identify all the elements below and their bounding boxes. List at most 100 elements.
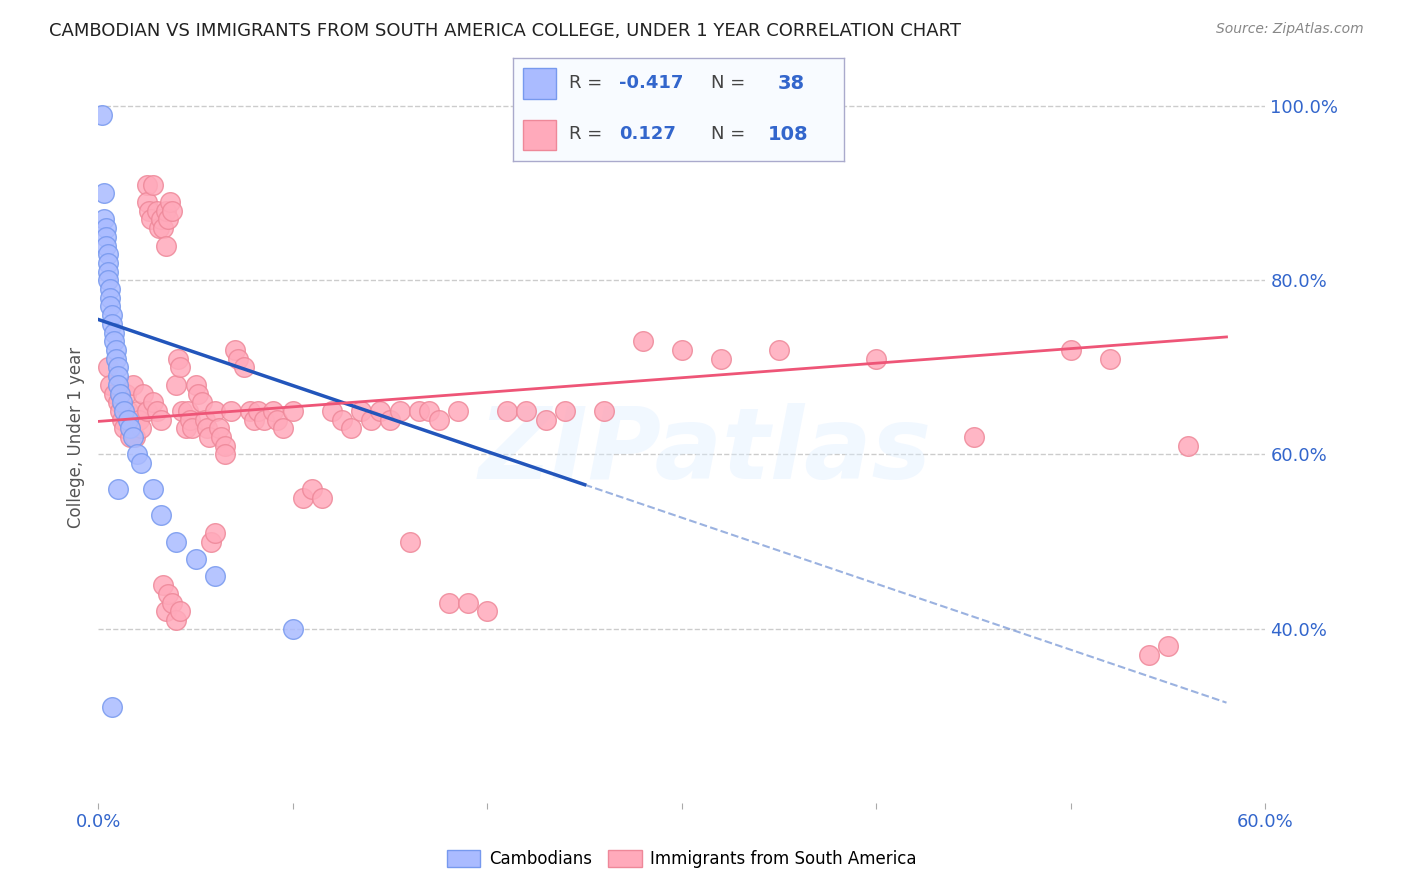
Point — [174, 421, 197, 435]
Point — [127, 448, 149, 462]
Point — [118, 430, 141, 444]
Point — [243, 412, 266, 426]
Point — [198, 430, 221, 444]
Point — [111, 412, 134, 426]
Point — [148, 221, 170, 235]
Point — [96, 229, 118, 244]
Text: ZIPatlas: ZIPatlas — [478, 403, 932, 500]
Point — [208, 421, 231, 435]
Point — [108, 386, 131, 401]
Text: 108: 108 — [768, 125, 808, 144]
Point — [96, 221, 118, 235]
Point — [138, 203, 160, 218]
Point — [865, 351, 887, 366]
Point — [214, 448, 236, 462]
Point — [1137, 648, 1160, 662]
Point — [101, 317, 124, 331]
Point — [253, 412, 276, 426]
Point — [103, 334, 125, 349]
Point — [97, 360, 120, 375]
Point — [97, 247, 120, 261]
Point — [262, 404, 284, 418]
Bar — [523, 69, 557, 99]
Point — [96, 238, 118, 252]
Point — [496, 404, 519, 418]
Point — [152, 578, 174, 592]
Text: -0.417: -0.417 — [619, 74, 683, 92]
Point — [271, 421, 294, 435]
Point — [114, 386, 136, 401]
Point — [447, 404, 470, 418]
Point — [408, 404, 430, 418]
Point — [370, 404, 392, 418]
Point — [165, 534, 187, 549]
Point — [350, 404, 373, 418]
Point — [534, 412, 557, 426]
Point — [219, 404, 242, 418]
Point — [671, 343, 693, 357]
Point — [330, 412, 353, 426]
Point — [98, 377, 121, 392]
Point — [159, 194, 181, 209]
Point — [117, 412, 139, 426]
Point — [132, 386, 155, 401]
Point — [142, 178, 165, 192]
Point — [149, 508, 172, 523]
Point — [360, 412, 382, 426]
Point — [93, 212, 115, 227]
Point — [209, 430, 232, 444]
Point — [184, 552, 207, 566]
Point — [107, 369, 129, 384]
Point — [162, 595, 184, 609]
Point — [129, 421, 152, 435]
Point — [97, 256, 120, 270]
Point — [631, 334, 654, 349]
Point — [162, 203, 184, 218]
Point — [170, 404, 193, 418]
Point — [118, 421, 141, 435]
Point — [104, 351, 127, 366]
Text: N =: N = — [711, 74, 745, 92]
Point — [157, 587, 180, 601]
Point — [179, 412, 201, 426]
Point — [165, 613, 187, 627]
Point — [98, 291, 121, 305]
Point — [117, 404, 139, 418]
Text: 0.127: 0.127 — [619, 126, 676, 144]
Point — [180, 421, 202, 435]
Point — [962, 430, 984, 444]
Point — [97, 265, 120, 279]
Point — [97, 273, 120, 287]
Point — [194, 412, 217, 426]
Point — [380, 412, 402, 426]
Point — [184, 377, 207, 392]
Point — [224, 343, 246, 357]
Point — [107, 360, 129, 375]
Point — [98, 300, 121, 314]
Point — [1060, 343, 1083, 357]
Bar — [523, 120, 557, 150]
Point — [122, 430, 145, 444]
Point — [554, 404, 576, 418]
Point — [418, 404, 440, 418]
Text: R =: R = — [569, 74, 609, 92]
Point — [91, 108, 114, 122]
Point — [165, 377, 187, 392]
Point — [108, 404, 131, 418]
Point — [122, 377, 145, 392]
Point — [311, 491, 333, 505]
Point — [281, 404, 304, 418]
Point — [214, 439, 236, 453]
Point — [103, 386, 125, 401]
Point — [129, 456, 152, 470]
Point — [107, 377, 129, 392]
Point — [128, 412, 150, 426]
Point — [427, 412, 450, 426]
Point — [457, 595, 479, 609]
Point — [1157, 639, 1180, 653]
Point — [281, 622, 304, 636]
Point — [157, 212, 180, 227]
Point — [93, 186, 115, 201]
Point — [593, 404, 616, 418]
Legend: Cambodians, Immigrants from South America: Cambodians, Immigrants from South Americ… — [440, 844, 924, 875]
